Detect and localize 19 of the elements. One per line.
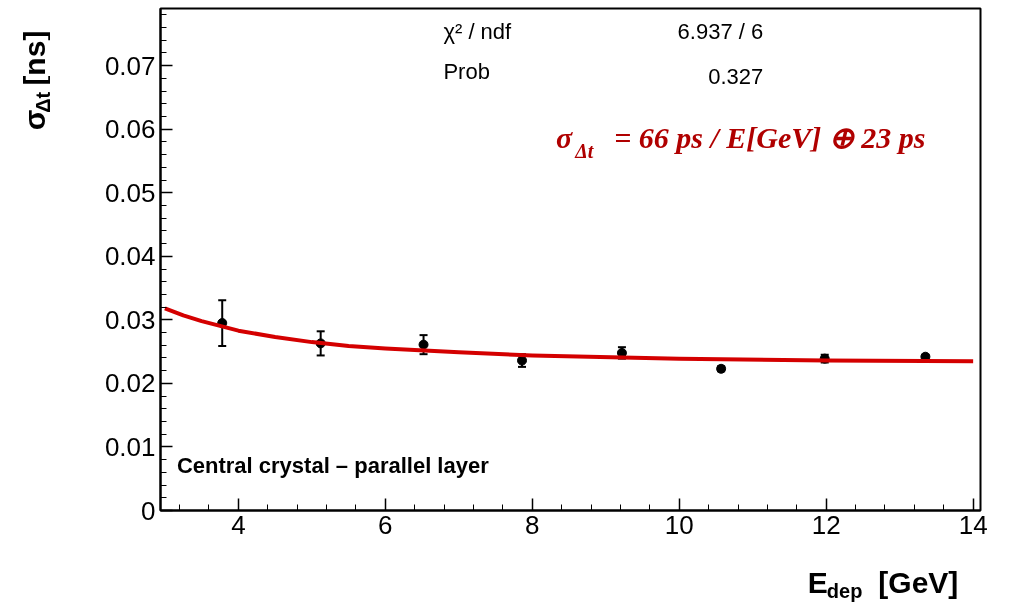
x-tick-label: 10 [664, 509, 694, 540]
annotation: Prob [443, 58, 490, 84]
y-tick-label: 0 [141, 495, 156, 526]
y-tick-label: 0.02 [104, 368, 156, 399]
y-tick-label: 0.06 [104, 114, 156, 145]
y-tick-label: 0.05 [104, 177, 156, 208]
annotation: 0.327 [708, 63, 764, 89]
y-tick-label: 0.04 [104, 241, 156, 272]
x-tick-label: 6 [378, 509, 393, 540]
y-tick-label: 0.07 [104, 50, 156, 81]
y-tick-label: 0.03 [104, 304, 156, 335]
y-tick-label: 0.01 [104, 431, 156, 462]
x-tick-label: 8 [525, 509, 540, 540]
annotation: χ² / ndf [443, 18, 513, 44]
x-tick-label: 4 [231, 509, 246, 540]
x-tick-label: 12 [811, 509, 841, 540]
annotation: 6.937 / 6 [677, 18, 764, 44]
annotation: Central crystal – parallel layer [176, 452, 490, 478]
x-tick-label: 14 [958, 509, 988, 540]
